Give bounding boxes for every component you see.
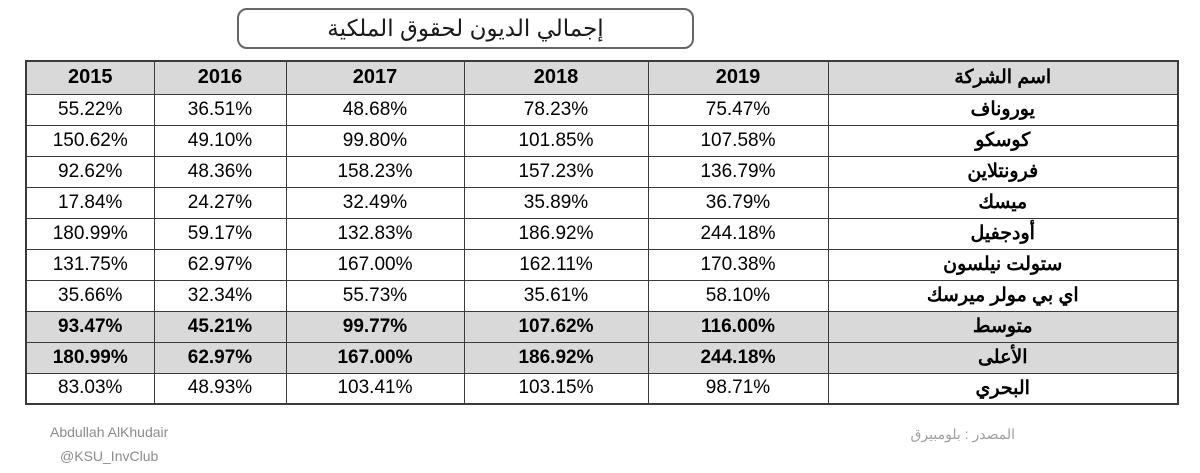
value-cell: 36.51% — [153, 93, 287, 126]
header-year-2016: 2016 — [153, 60, 287, 95]
value-cell: 92.62% — [25, 155, 155, 188]
value-cell: 162.11% — [463, 248, 649, 281]
value-cell: 35.66% — [25, 279, 155, 312]
company-name-cell: يوروناف — [827, 93, 1179, 126]
value-cell: 49.10% — [153, 124, 287, 157]
source-note: المصدر : بلومبيرق — [910, 426, 1015, 442]
value-cell: 48.36% — [153, 155, 287, 188]
company-name-cell: اي بي مولر ميرسك — [827, 279, 1179, 312]
value-cell: 136.79% — [647, 155, 829, 188]
value-cell: 36.79% — [647, 186, 829, 219]
value-cell: 167.00% — [285, 248, 465, 281]
table-title-box: إجمالي الديون لحقوق الملكية — [237, 8, 694, 49]
value-cell: 167.00% — [285, 341, 465, 374]
company-name-cell: ستولت نيلسون — [827, 248, 1179, 281]
company-name-cell: البحري — [827, 372, 1179, 405]
value-cell: 158.23% — [285, 155, 465, 188]
value-cell: 17.84% — [25, 186, 155, 219]
value-cell: 35.89% — [463, 186, 649, 219]
value-cell: 107.58% — [647, 124, 829, 157]
value-cell: 35.61% — [463, 279, 649, 312]
table-title: إجمالي الديون لحقوق الملكية — [327, 15, 604, 41]
value-cell: 59.17% — [153, 217, 287, 250]
value-cell: 58.10% — [647, 279, 829, 312]
value-cell: 48.68% — [285, 93, 465, 126]
value-cell: 244.18% — [647, 341, 829, 374]
value-cell: 103.41% — [285, 372, 465, 405]
company-name-cell: أودجفيل — [827, 217, 1179, 250]
table-row: 93.47% 45.21% 99.77% 107.62% 116.00% متوسط — [25, 310, 1179, 343]
table-row: 35.66% 32.34% 55.73% 35.61% 58.10% اي بي مولر… — [25, 279, 1179, 312]
value-cell: 107.62% — [463, 310, 649, 343]
value-cell: 45.21% — [153, 310, 287, 343]
header-year-2018: 2018 — [463, 60, 649, 95]
company-name-cell: الأعلى — [827, 341, 1179, 374]
value-cell: 116.00% — [647, 310, 829, 343]
table-row: 150.62% 49.10% 99.80% 101.85% 107.58% كوسكو — [25, 124, 1179, 157]
value-cell: 186.92% — [463, 217, 649, 250]
value-cell: 101.85% — [463, 124, 649, 157]
value-cell: 32.49% — [285, 186, 465, 219]
company-name-cell: متوسط — [827, 310, 1179, 343]
value-cell: 99.77% — [285, 310, 465, 343]
header-year-2015: 2015 — [25, 60, 155, 95]
table-row: 131.75% 62.97% 167.00% 162.11% 170.38% ستولت … — [25, 248, 1179, 281]
value-cell: 244.18% — [647, 217, 829, 250]
value-cell: 24.27% — [153, 186, 287, 219]
value-cell: 93.47% — [25, 310, 155, 343]
header-year-2019: 2019 — [647, 60, 829, 95]
company-name-cell: كوسكو — [827, 124, 1179, 157]
value-cell: 78.23% — [463, 93, 649, 126]
value-cell: 32.34% — [153, 279, 287, 312]
value-cell: 55.22% — [25, 93, 155, 126]
author-credit: Abdullah AlKhudair @KSU_InvClub — [50, 420, 168, 468]
value-cell: 186.92% — [463, 341, 649, 374]
value-cell: 132.83% — [285, 217, 465, 250]
value-cell: 103.15% — [463, 372, 649, 405]
value-cell: 180.99% — [25, 341, 155, 374]
value-cell: 62.97% — [153, 341, 287, 374]
table-row: 83.03% 48.93% 103.41% 103.15% 98.71% البحري — [25, 372, 1179, 405]
table-row: 180.99% 62.97% 167.00% 186.92% 244.18% الأعلى — [25, 341, 1179, 374]
value-cell: 170.38% — [647, 248, 829, 281]
value-cell: 98.71% — [647, 372, 829, 405]
value-cell: 150.62% — [25, 124, 155, 157]
value-cell: 75.47% — [647, 93, 829, 126]
value-cell: 180.99% — [25, 217, 155, 250]
value-cell: 62.97% — [153, 248, 287, 281]
value-cell: 131.75% — [25, 248, 155, 281]
value-cell: 55.73% — [285, 279, 465, 312]
value-cell: 157.23% — [463, 155, 649, 188]
author-handle: @KSU_InvClub — [60, 448, 159, 464]
header-company-name: اسم الشركة — [827, 60, 1179, 95]
table-row: 92.62% 48.36% 158.23% 157.23% 136.79% فرونتلا… — [25, 155, 1179, 188]
header-row: 2015 2016 2017 2018 2019 اسم الشركة — [25, 60, 1179, 95]
company-name-cell: ميسك — [827, 186, 1179, 219]
value-cell: 99.80% — [285, 124, 465, 157]
author-name: Abdullah AlKhudair — [50, 424, 169, 440]
header-year-2017: 2017 — [285, 60, 465, 95]
value-cell: 48.93% — [153, 372, 287, 405]
table-row: 180.99% 59.17% 132.83% 186.92% 244.18% أودجفي… — [25, 217, 1179, 250]
value-cell: 83.03% — [25, 372, 155, 405]
table-row: 55.22% 36.51% 48.68% 78.23% 75.47% يوروناف — [25, 93, 1179, 126]
table-row: 17.84% 24.27% 32.49% 35.89% 36.79% ميسك — [25, 186, 1179, 219]
company-name-cell: فرونتلاين — [827, 155, 1179, 188]
debt-to-equity-table: 2015 2016 2017 2018 2019 اسم الشركة 55.2… — [25, 60, 1179, 405]
